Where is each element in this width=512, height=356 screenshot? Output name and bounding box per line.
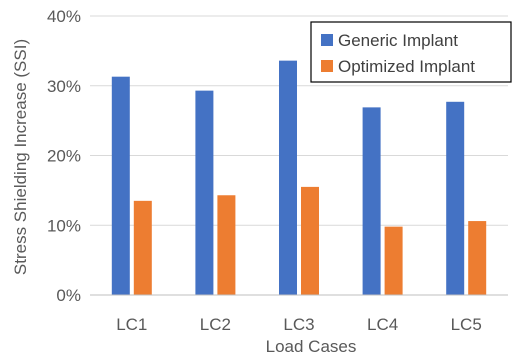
y-axis-title: Stress Shielding Increase (SSI): [11, 39, 30, 275]
bar-generic-implant-lc4: [362, 107, 381, 295]
y-tick-label: 30%: [47, 77, 81, 96]
y-tick-label: 20%: [47, 147, 81, 166]
y-tick-label: 40%: [47, 7, 81, 26]
bar-optimized-implant-lc4: [384, 226, 403, 295]
bar-generic-implant-lc3: [279, 60, 297, 295]
legend: Generic Implant Optimized Implant: [310, 21, 512, 83]
y-tick-label: 10%: [47, 216, 81, 235]
x-tick-label: LC1: [116, 315, 147, 334]
x-axis-title: Load Cases: [266, 337, 357, 356]
legend-label-generic-implant: Generic Implant: [338, 31, 458, 50]
bar-optimized-implant-lc3: [301, 186, 319, 295]
bar-optimized-implant-lc2: [217, 195, 236, 295]
x-axis-ticks: LC1 LC2 LC3 LC4 LC5: [116, 315, 482, 334]
legend-label-optimized-implant: Optimized Implant: [338, 57, 475, 76]
x-tick-label: LC3: [283, 315, 314, 334]
bar-optimized-implant-lc1: [133, 200, 152, 295]
bar-optimized-implant-lc5: [468, 221, 487, 295]
legend-box: [310, 21, 512, 83]
legend-swatch-optimized-implant: [321, 60, 333, 72]
y-axis-ticks: 0% 10% 20% 30% 40%: [47, 7, 81, 305]
bar-generic-implant-lc1: [111, 76, 130, 296]
gridlines: [90, 15, 508, 226]
bar-generic-implant-lc5: [446, 101, 465, 295]
y-tick-label: 0%: [56, 286, 81, 305]
x-tick-label: LC5: [451, 315, 482, 334]
x-tick-label: LC4: [367, 315, 398, 334]
x-tick-label: LC2: [200, 315, 231, 334]
legend-swatch-generic-implant: [321, 34, 333, 46]
bar-generic-implant-lc2: [195, 90, 214, 295]
bars: [111, 60, 487, 296]
